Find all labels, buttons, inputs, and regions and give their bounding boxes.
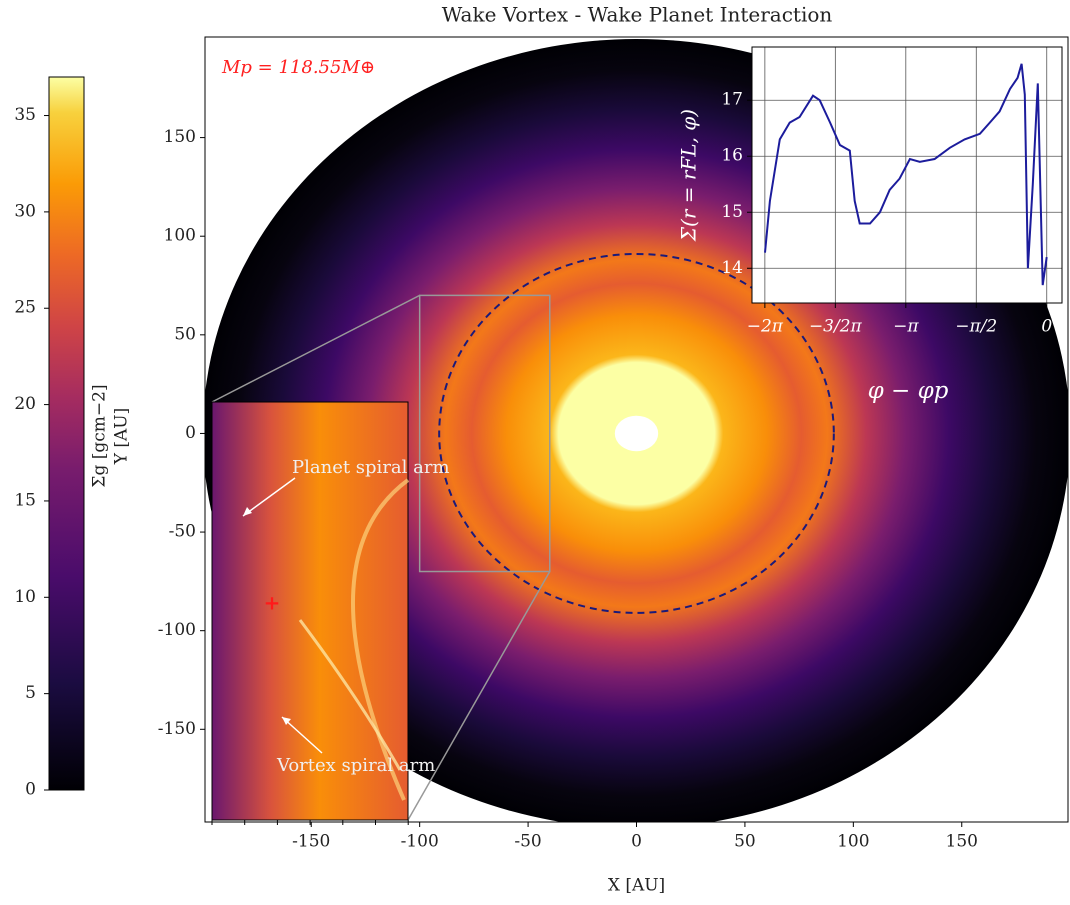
arrow bbox=[281, 716, 323, 754]
chart-title: Wake Vortex - Wake Planet Interaction bbox=[442, 3, 833, 27]
zoom-arm bbox=[298, 619, 402, 771]
line-series bbox=[764, 63, 1048, 286]
inset-background bbox=[752, 47, 1062, 303]
colorbar-tick-label: 25 bbox=[14, 298, 36, 318]
arrow-head bbox=[243, 507, 252, 516]
x-tick-label: −3/2π bbox=[809, 317, 863, 337]
zoom-box bbox=[418, 294, 551, 573]
colorbar-tick-label: 10 bbox=[14, 587, 36, 607]
colorbar-tick-label: 5 bbox=[25, 683, 36, 703]
y-tick-label: 15 bbox=[721, 202, 743, 222]
colorbar-tick-label: 35 bbox=[14, 105, 36, 125]
colorbar-tick-label: 0 bbox=[25, 780, 36, 800]
y-tick-label: 16 bbox=[721, 146, 743, 166]
x-tick-label: 0 bbox=[1041, 317, 1052, 337]
x-tick-label: 50 bbox=[734, 832, 756, 852]
planet-marker: + bbox=[264, 591, 281, 615]
dashed-circle bbox=[438, 252, 835, 614]
connector bbox=[211, 294, 421, 403]
colorbar-label: Σg [gcm−2] bbox=[90, 384, 110, 487]
y-tick-label: 0 bbox=[185, 423, 196, 443]
x-tick-label: −π/2 bbox=[955, 317, 997, 337]
x-tick-label: 150 bbox=[946, 832, 978, 852]
x-tick-label: -150 bbox=[292, 832, 330, 852]
y-tick-label: 17 bbox=[721, 90, 743, 110]
zoom-inset bbox=[211, 401, 409, 821]
arrow bbox=[242, 477, 296, 517]
y-axis-label: Σ(r = rFL, φ) bbox=[677, 109, 701, 242]
connector bbox=[407, 571, 551, 821]
annotation: Planet spiral arm bbox=[292, 457, 450, 478]
y-tick-label: -50 bbox=[169, 522, 196, 542]
arrow-head bbox=[282, 717, 291, 725]
x-tick-label: -50 bbox=[514, 832, 541, 852]
x-axis-label: φ − φp bbox=[868, 378, 949, 404]
x-tick-label: 0 bbox=[631, 832, 642, 852]
annotation: Vortex spiral arm bbox=[276, 755, 435, 776]
annotation: Mp = 118.55M⊕ bbox=[221, 57, 375, 78]
x-tick-label: -100 bbox=[401, 832, 439, 852]
y-tick-label: 50 bbox=[174, 324, 196, 344]
inset-frame bbox=[751, 46, 1063, 304]
colorbar-tick-label: 20 bbox=[14, 394, 36, 414]
y-tick-label: 14 bbox=[721, 258, 743, 278]
y-tick-label: -150 bbox=[158, 719, 196, 739]
colorbar bbox=[48, 76, 85, 791]
inner-hole bbox=[614, 415, 659, 452]
x-axis-label: X [AU] bbox=[608, 876, 665, 896]
y-axis-label: Y [AU] bbox=[112, 408, 132, 466]
colorbar-tick-label: 15 bbox=[14, 490, 36, 510]
y-tick-label: 150 bbox=[164, 127, 196, 147]
x-tick-label: 100 bbox=[837, 832, 869, 852]
colorbar-tick-label: 30 bbox=[14, 201, 36, 221]
x-tick-label: −π bbox=[893, 317, 919, 337]
y-tick-label: -100 bbox=[158, 620, 196, 640]
x-tick-label: −2π bbox=[747, 317, 784, 337]
y-tick-label: 100 bbox=[164, 226, 196, 246]
